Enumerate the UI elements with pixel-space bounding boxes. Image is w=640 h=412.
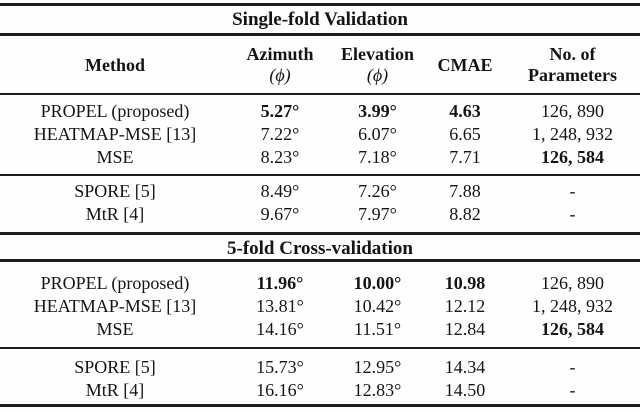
cell-params: - <box>569 181 576 201</box>
cell-method: HEATMAP-MSE [13] <box>33 124 197 144</box>
cell-cmae: 6.65 <box>449 124 481 144</box>
method-header-label: Method <box>85 54 145 75</box>
table-row-mtr-s2: MtR [4] 16.16° 12.83° 14.50 - <box>0 379 640 401</box>
cell-method: SPORE [5] <box>74 357 156 377</box>
cell-elevation: 10.42° <box>353 296 402 316</box>
cell-azimuth: 9.67° <box>260 204 300 224</box>
cell-params: - <box>569 380 576 400</box>
cell-cmae: 4.63 <box>449 101 481 121</box>
table-row-mse-s1: MSE 8.23° 7.18° 7.71 126, 584 <box>0 146 640 168</box>
azimuth-header-label: Azimuth <box>246 44 314 64</box>
table-row-spore-s1: SPORE [5] 8.49° 7.26° 7.88 - <box>0 180 640 202</box>
column-header-elevation: Elevation (ϕ) <box>330 38 425 92</box>
cell-cmae: 8.82 <box>449 204 481 224</box>
cell-elevation: 3.99° <box>358 101 397 121</box>
cell-cmae: 14.50 <box>444 380 486 400</box>
cell-azimuth: 11.96° <box>256 273 304 293</box>
rule-group-sep-2 <box>0 347 640 349</box>
cell-params: 126, 890 <box>541 101 604 121</box>
cell-params: - <box>569 357 576 377</box>
elevation-unit-phi: (ϕ) <box>366 65 389 85</box>
column-header-azimuth: Azimuth (ϕ) <box>230 38 330 92</box>
cell-elevation: 6.07° <box>358 124 397 144</box>
cell-azimuth: 16.16° <box>256 380 304 400</box>
cell-params: 126, 890 <box>541 273 604 293</box>
rule-top <box>0 3 640 6</box>
cell-azimuth: 8.23° <box>260 147 300 167</box>
cell-azimuth: 8.49° <box>260 181 300 201</box>
cell-params: 126, 584 <box>541 319 604 339</box>
rule-end-section-1 <box>0 232 640 235</box>
section-title-5-fold: 5-fold Cross-validation <box>227 238 413 259</box>
cell-cmae: 10.98 <box>444 273 486 293</box>
cell-method: MtR [4] <box>85 380 145 400</box>
cell-cmae: 12.84 <box>444 319 486 339</box>
column-header-row: Method Azimuth (ϕ) Elevation (ϕ) CMAE No… <box>0 38 640 92</box>
azimuth-unit-phi: (ϕ) <box>269 65 291 85</box>
cell-elevation: 12.83° <box>353 380 402 400</box>
cell-method: HEATMAP-MSE [13] <box>33 296 197 316</box>
rule-below-title-1 <box>0 33 640 36</box>
cell-params: - <box>569 204 576 224</box>
cell-params: 126, 584 <box>541 147 604 167</box>
cmae-header-label: CMAE <box>437 54 493 75</box>
cell-elevation: 12.95° <box>353 357 402 377</box>
rule-below-title-2 <box>0 259 640 262</box>
table-row-heatmap-s2: HEATMAP-MSE [13] 13.81° 10.42° 12.12 1, … <box>0 295 640 317</box>
table-row-heatmap-s1: HEATMAP-MSE [13] 7.22° 6.07° 6.65 1, 248… <box>0 123 640 145</box>
cell-method: MtR [4] <box>85 204 145 224</box>
rule-below-header <box>0 93 640 95</box>
table-row-spore-s2: SPORE [5] 15.73° 12.95° 14.34 - <box>0 356 640 378</box>
cell-method: MSE <box>96 147 134 167</box>
parameters-header-line1: No. of <box>549 44 596 64</box>
cell-cmae: 7.71 <box>449 147 481 167</box>
cell-azimuth: 14.16° <box>256 319 304 339</box>
cell-cmae: 14.34 <box>444 357 486 377</box>
cell-azimuth: 7.22° <box>260 124 300 144</box>
section-title-single-fold: Single-fold Validation <box>232 9 408 30</box>
parameters-header-line2: Parameters <box>528 65 617 85</box>
cell-method: PROPEL (proposed) <box>40 101 190 121</box>
column-header-cmae: CMAE <box>425 38 505 92</box>
cell-cmae: 12.12 <box>444 296 486 316</box>
cell-elevation: 7.18° <box>358 147 397 167</box>
cell-azimuth: 15.73° <box>256 357 304 377</box>
cell-method: SPORE [5] <box>74 181 156 201</box>
cell-elevation: 11.51° <box>353 319 402 339</box>
rule-bottom <box>0 404 640 407</box>
table-row-propel-s2: PROPEL (proposed) 11.96° 10.00° 10.98 12… <box>0 272 640 294</box>
cell-azimuth: 5.27° <box>260 101 300 121</box>
cell-params: 1, 248, 932 <box>532 124 613 144</box>
cell-method: MSE <box>96 319 134 339</box>
column-header-parameters: No. of Parameters <box>505 38 640 92</box>
cell-azimuth: 13.81° <box>256 296 304 316</box>
table-row-mse-s2: MSE 14.16° 11.51° 12.84 126, 584 <box>0 318 640 340</box>
cell-elevation: 7.97° <box>358 204 397 224</box>
cell-elevation: 10.00° <box>353 273 402 293</box>
table-row-mtr-s1: MtR [4] 9.67° 7.97° 8.82 - <box>0 203 640 225</box>
elevation-header-label: Elevation <box>340 44 414 64</box>
column-header-method: Method <box>0 38 230 92</box>
cell-params: 1, 248, 932 <box>532 296 613 316</box>
cell-cmae: 7.88 <box>449 181 481 201</box>
table-row-propel-s1: PROPEL (proposed) 5.27° 3.99° 4.63 126, … <box>0 100 640 122</box>
cell-method: PROPEL (proposed) <box>40 273 190 293</box>
cell-elevation: 7.26° <box>358 181 397 201</box>
rule-group-sep-1 <box>0 174 640 176</box>
